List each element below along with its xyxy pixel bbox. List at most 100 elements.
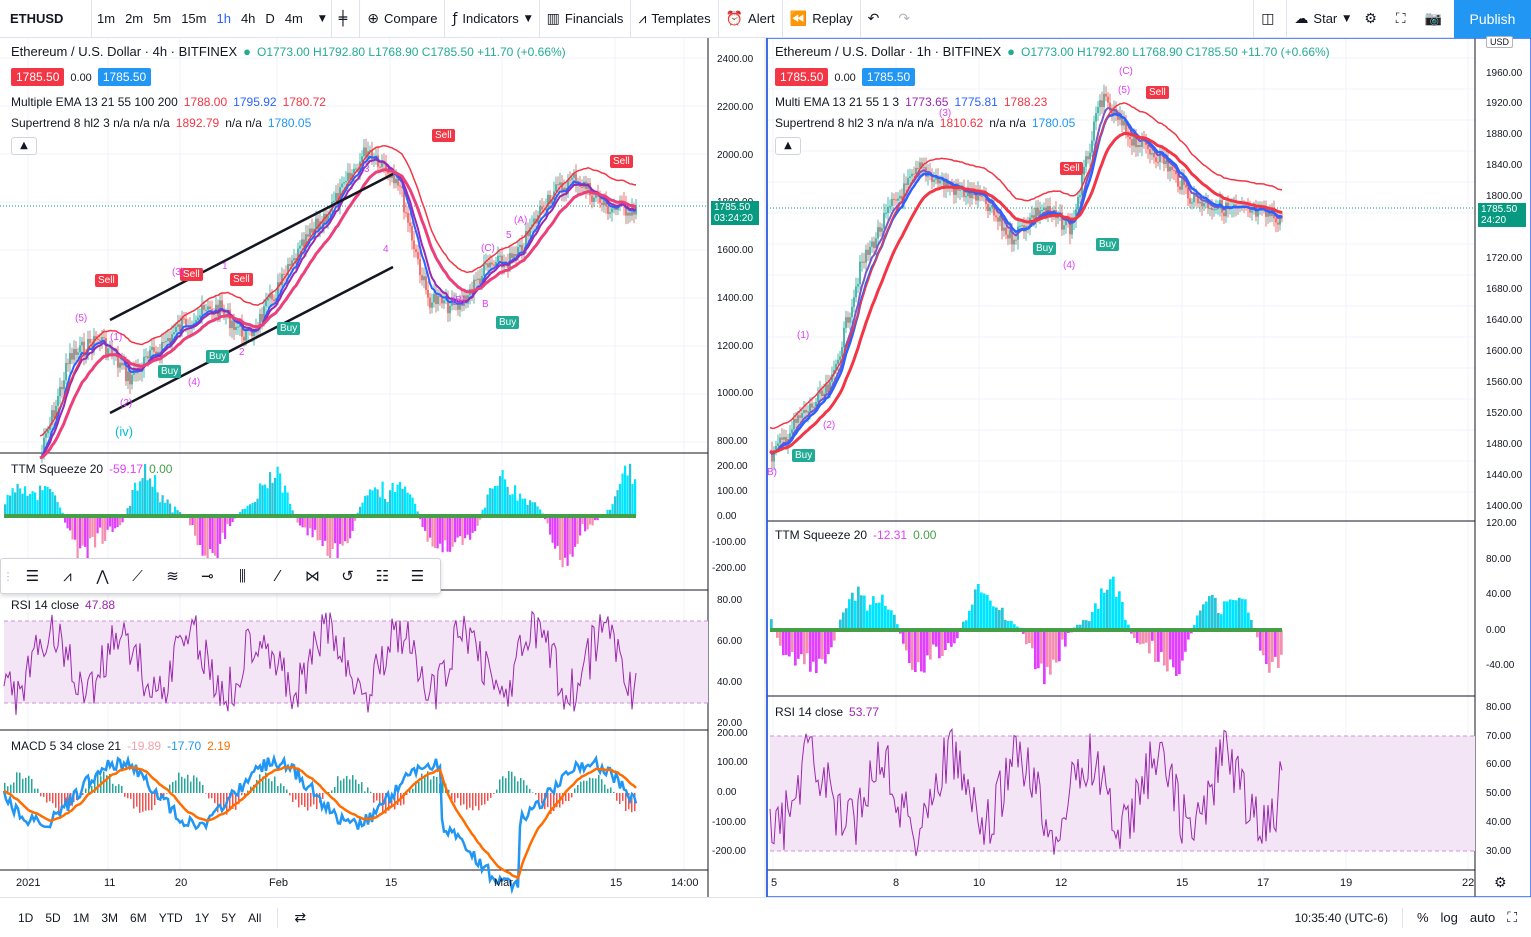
trend-channel[interactable] [109,172,394,415]
templates-button[interactable]: ⩘ Templates [631,0,717,38]
collapse-legend-button[interactable]: ▲ [775,137,801,155]
gear-icon[interactable]: ⚙ [1494,875,1507,891]
right-supertrend-legend[interactable]: Supertrend 8 hl2 3 n/a n/a n/a 1810.62 n/a… [775,116,1081,130]
macd-bar [523,780,525,793]
publish-button[interactable]: Publish [1454,0,1531,38]
ttm-bar [596,516,599,521]
tool-trendline-icon[interactable]: ⟋ [132,567,143,585]
tool-lines-icon[interactable]: ☰ [25,567,40,585]
auto-toggle[interactable]: auto [1469,910,1496,925]
candle-body [85,355,87,357]
charts-canvas[interactable] [0,38,1531,897]
redo-button[interactable]: ↷ [891,0,922,38]
indicators-label: Indicators [462,11,519,26]
interval-d[interactable]: D [265,11,275,26]
ttm-bar [199,516,202,545]
interval-5m[interactable]: 5m [153,11,172,26]
left-supertrend-legend[interactable]: Supertrend 8 hl2 3 n/a n/a n/a 1892.79 n/a… [11,116,317,130]
ttm-bar [56,501,59,516]
layout-button[interactable]: ◫ [1254,0,1286,38]
interval-1m[interactable]: 1m [97,11,116,26]
tool-settings-icon[interactable]: ☷ [375,567,390,585]
ttm-bar [863,595,866,630]
tool-spiral-icon[interactable]: ↺ [341,567,354,585]
interval-1h[interactable]: 1h [216,11,231,26]
range-6m[interactable]: 6M [130,910,147,925]
interval-4m[interactable]: 4m [284,11,303,26]
right-rsi-legend[interactable]: RSI 14 close 53.77 [775,705,885,719]
range-1y[interactable]: 1Y [194,910,210,925]
compare-button[interactable]: ⊕ Compare [360,0,444,38]
tool-hline-icon[interactable]: ⊸ [201,567,214,585]
right-ask[interactable]: 1785.50 [861,68,916,86]
range-1m[interactable]: 1M [72,910,90,925]
replay-button[interactable]: ⏪ Replay [783,0,860,38]
range-ytd[interactable]: YTD [158,910,183,925]
tool-bars-icon[interactable]: ⫼ [239,567,246,585]
symbol-search[interactable]: ETHUSD [0,0,92,38]
tool-ray-icon[interactable]: ⁄ [276,567,279,585]
drawing-toolbar[interactable]: ⋮ ☰ ⩘ ⋀ ⟋ ≋ ⊸ ⫼ ⁄ ⋈ ↺ ☷ ☰ [0,558,441,594]
tool-xabcd-icon[interactable]: ⋈ [305,567,320,585]
candle-body [235,326,237,331]
tool-abcd-icon[interactable]: ⋀ [96,567,109,585]
rsi-tick: 50.00 [1486,788,1512,799]
right-ema-legend[interactable]: Multi EMA 13 21 55 1 3 1773.65 1775.81 1788… [775,95,1053,109]
tool-pattern-icon[interactable]: ⩘ [63,567,72,585]
left-bid[interactable]: 1785.50 [11,68,65,86]
interval-15m[interactable]: 15m [181,11,207,26]
star-button[interactable]: ☁ Star ▼ [1287,0,1357,38]
ttm-bar [631,484,634,516]
drag-handle-icon[interactable]: ⋮ [2,569,14,583]
snapshot-button[interactable]: 📷 [1418,0,1454,38]
settings-button[interactable]: ⚙ [1357,0,1389,38]
candle-body [867,249,869,255]
candle-body [527,230,529,237]
chart-type-button[interactable]: ╪ [332,0,359,38]
right-chart[interactable]: Ethereum / U.S. Dollar · 1h · BITFINEX ● O… [767,38,1475,883]
financials-button[interactable]: ▥ Financials [540,0,631,38]
left-rsi-legend[interactable]: RSI 14 close 47.88 [11,598,121,612]
candle-body [395,178,397,184]
ttm-bar [516,500,519,516]
candle-body [1151,152,1153,155]
range-3m[interactable]: 3M [101,910,119,925]
percent-toggle[interactable]: % [1416,910,1429,925]
left-macd-legend[interactable]: MACD 5 34 close 21 -19.89 -17.70 2.19 [11,739,236,753]
time-tick: 12 [1055,877,1068,889]
fullscreen-icon[interactable]: ⛶ [1507,909,1517,926]
interval-4h[interactable]: 4h [240,11,256,26]
left-chart[interactable]: Ethereum / U.S. Dollar · 4h · BITFINEX ● O… [0,38,708,883]
right-bid[interactable]: 1785.50 [775,68,829,86]
left-ttm-legend[interactable]: TTM Squeeze 20 -59.17 0.00 [11,462,178,476]
ttm-bar [66,516,69,529]
collapse-legend-button[interactable]: ▲ [11,137,37,155]
range-5d[interactable]: 5D [45,910,61,925]
fullscreen-button[interactable]: ⛶ [1389,0,1418,38]
currency-label[interactable]: USD [1486,36,1514,48]
range-5y[interactable]: 5Y [221,910,237,925]
tool-list-icon[interactable]: ☰ [410,567,425,585]
candle-body [897,198,899,201]
alert-button[interactable]: ⏰ Alert [719,0,782,38]
ttm-bar [1226,601,1229,630]
left-ema-legend[interactable]: Multiple EMA 13 21 55 100 200 1788.00 1795… [11,95,332,109]
range-1d[interactable]: 1D [18,910,34,925]
log-toggle[interactable]: log [1440,910,1458,925]
macd-bar [7,786,9,793]
indicators-button[interactable]: ƒ Indicators ▼ [445,0,538,38]
interval-dropdown[interactable]: ▼ [308,0,331,38]
macd-bar [553,793,555,812]
right-ttm-legend[interactable]: TTM Squeeze 20 -12.31 0.00 [775,528,942,542]
tool-fib-icon[interactable]: ≋ [166,567,179,585]
macd-bar [28,775,30,793]
candle-body [773,450,775,462]
undo-button[interactable]: ↶ [861,0,892,38]
goto-date-icon[interactable]: ⇄ [294,909,307,926]
interval-2m[interactable]: 2m [125,11,144,26]
range-all[interactable]: All [248,910,262,925]
clock[interactable]: 10:35:40 (UTC-6) [1294,910,1388,925]
left-ask[interactable]: 1785.50 [97,68,152,86]
candle-body [99,339,101,342]
candle-body [493,264,495,266]
